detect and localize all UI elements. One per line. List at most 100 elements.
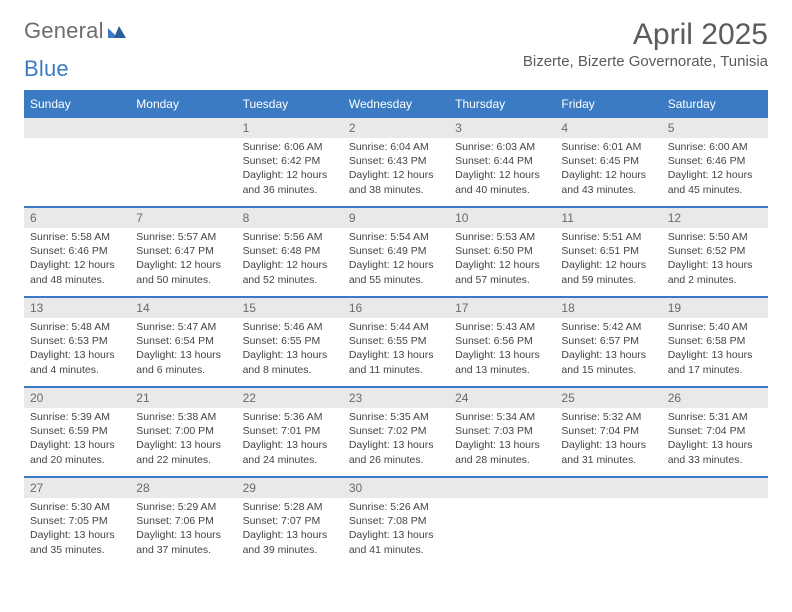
day-dl2: and 6 minutes. (136, 363, 230, 377)
day-dl2: and 28 minutes. (455, 453, 549, 467)
day-body: Sunrise: 5:48 AMSunset: 6:53 PMDaylight:… (24, 318, 130, 383)
day-dl1: Daylight: 13 hours (136, 528, 230, 542)
day-cell: 18Sunrise: 5:42 AMSunset: 6:57 PMDayligh… (555, 297, 661, 387)
day-cell: 2Sunrise: 6:04 AMSunset: 6:43 PMDaylight… (343, 117, 449, 207)
day-sunrise: Sunrise: 5:32 AM (561, 410, 655, 424)
day-sunrise: Sunrise: 5:31 AM (668, 410, 762, 424)
day-sunset: Sunset: 7:02 PM (349, 424, 443, 438)
day-number: 25 (555, 388, 661, 408)
day-sunrise: Sunrise: 5:39 AM (30, 410, 124, 424)
day-sunrise: Sunrise: 5:28 AM (243, 500, 337, 514)
day-body: Sunrise: 6:04 AMSunset: 6:43 PMDaylight:… (343, 138, 449, 203)
day-sunset: Sunset: 6:49 PM (349, 244, 443, 258)
day-cell: 29Sunrise: 5:28 AMSunset: 7:07 PMDayligh… (237, 477, 343, 567)
day-sunset: Sunset: 6:58 PM (668, 334, 762, 348)
day-dl2: and 39 minutes. (243, 543, 337, 557)
day-dl1: Daylight: 12 hours (561, 258, 655, 272)
day-cell: 7Sunrise: 5:57 AMSunset: 6:47 PMDaylight… (130, 207, 236, 297)
dayhead-mon: Monday (130, 91, 236, 117)
day-cell: 10Sunrise: 5:53 AMSunset: 6:50 PMDayligh… (449, 207, 555, 297)
day-sunrise: Sunrise: 6:03 AM (455, 140, 549, 154)
day-cell: 15Sunrise: 5:46 AMSunset: 6:55 PMDayligh… (237, 297, 343, 387)
day-sunrise: Sunrise: 5:43 AM (455, 320, 549, 334)
day-number: 17 (449, 298, 555, 318)
day-sunrise: Sunrise: 5:54 AM (349, 230, 443, 244)
day-body: Sunrise: 5:58 AMSunset: 6:46 PMDaylight:… (24, 228, 130, 293)
day-dl1: Daylight: 13 hours (668, 348, 762, 362)
title-block: April 2025 Bizerte, Bizerte Governorate,… (523, 18, 768, 70)
day-body: Sunrise: 5:34 AMSunset: 7:03 PMDaylight:… (449, 408, 555, 473)
day-dl2: and 37 minutes. (136, 543, 230, 557)
day-body: Sunrise: 6:03 AMSunset: 6:44 PMDaylight:… (449, 138, 555, 203)
day-dl1: Daylight: 13 hours (668, 438, 762, 452)
day-dl1: Daylight: 13 hours (30, 348, 124, 362)
day-number: 20 (24, 388, 130, 408)
day-sunset: Sunset: 6:46 PM (30, 244, 124, 258)
day-dl2: and 52 minutes. (243, 273, 337, 287)
day-sunrise: Sunrise: 5:35 AM (349, 410, 443, 424)
day-sunset: Sunset: 7:00 PM (136, 424, 230, 438)
day-body: Sunrise: 5:28 AMSunset: 7:07 PMDaylight:… (237, 498, 343, 563)
day-body-empty (130, 138, 236, 198)
day-cell (24, 117, 130, 207)
day-dl2: and 33 minutes. (668, 453, 762, 467)
day-sunrise: Sunrise: 6:01 AM (561, 140, 655, 154)
day-sunrise: Sunrise: 5:57 AM (136, 230, 230, 244)
day-body: Sunrise: 5:32 AMSunset: 7:04 PMDaylight:… (555, 408, 661, 473)
day-dl1: Daylight: 12 hours (136, 258, 230, 272)
day-sunrise: Sunrise: 5:30 AM (30, 500, 124, 514)
day-number: 19 (662, 298, 768, 318)
day-dl2: and 40 minutes. (455, 183, 549, 197)
day-sunset: Sunset: 6:45 PM (561, 154, 655, 168)
day-body: Sunrise: 5:40 AMSunset: 6:58 PMDaylight:… (662, 318, 768, 383)
day-cell: 5Sunrise: 6:00 AMSunset: 6:46 PMDaylight… (662, 117, 768, 207)
day-dl1: Daylight: 13 hours (243, 348, 337, 362)
day-number: 10 (449, 208, 555, 228)
day-dl1: Daylight: 12 hours (349, 258, 443, 272)
day-number-empty (130, 118, 236, 138)
day-sunrise: Sunrise: 6:06 AM (243, 140, 337, 154)
day-dl1: Daylight: 13 hours (561, 348, 655, 362)
day-cell: 21Sunrise: 5:38 AMSunset: 7:00 PMDayligh… (130, 387, 236, 477)
day-sunset: Sunset: 7:08 PM (349, 514, 443, 528)
day-sunset: Sunset: 6:42 PM (243, 154, 337, 168)
day-dl2: and 4 minutes. (30, 363, 124, 377)
day-number: 30 (343, 478, 449, 498)
logo-mark-icon (106, 22, 128, 40)
day-dl2: and 20 minutes. (30, 453, 124, 467)
day-sunrise: Sunrise: 5:42 AM (561, 320, 655, 334)
day-dl1: Daylight: 12 hours (561, 168, 655, 182)
day-cell: 30Sunrise: 5:26 AMSunset: 7:08 PMDayligh… (343, 477, 449, 567)
day-sunrise: Sunrise: 5:26 AM (349, 500, 443, 514)
dayhead-tue: Tuesday (237, 91, 343, 117)
dayhead-fri: Friday (555, 91, 661, 117)
day-number-empty (24, 118, 130, 138)
day-number: 23 (343, 388, 449, 408)
day-dl1: Daylight: 13 hours (30, 528, 124, 542)
day-cell (449, 477, 555, 567)
day-sunset: Sunset: 6:48 PM (243, 244, 337, 258)
day-sunset: Sunset: 7:05 PM (30, 514, 124, 528)
day-body: Sunrise: 5:39 AMSunset: 6:59 PMDaylight:… (24, 408, 130, 473)
day-body: Sunrise: 5:54 AMSunset: 6:49 PMDaylight:… (343, 228, 449, 293)
day-dl1: Daylight: 13 hours (349, 438, 443, 452)
day-cell: 1Sunrise: 6:06 AMSunset: 6:42 PMDaylight… (237, 117, 343, 207)
day-cell: 23 Sunrise: 5:35 AMSunset: 7:02 PMDayligh… (343, 387, 449, 477)
day-sunset: Sunset: 6:55 PM (349, 334, 443, 348)
day-sunset: Sunset: 6:54 PM (136, 334, 230, 348)
day-dl2: and 22 minutes. (136, 453, 230, 467)
day-dl2: and 24 minutes. (243, 453, 337, 467)
day-sunrise: Sunrise: 5:36 AM (243, 410, 337, 424)
logo-text-1: General (24, 18, 104, 44)
day-sunset: Sunset: 6:57 PM (561, 334, 655, 348)
day-number: 22 (237, 388, 343, 408)
day-dl1: Daylight: 13 hours (243, 438, 337, 452)
day-dl1: Daylight: 13 hours (243, 528, 337, 542)
day-sunset: Sunset: 6:50 PM (455, 244, 549, 258)
day-cell: 27Sunrise: 5:30 AMSunset: 7:05 PMDayligh… (24, 477, 130, 567)
calendar-table: Sunday Monday Tuesday Wednesday Thursday… (24, 90, 768, 567)
day-number: 6 (24, 208, 130, 228)
day-dl1: Daylight: 13 hours (30, 438, 124, 452)
day-sunset: Sunset: 6:56 PM (455, 334, 549, 348)
day-number: 12 (662, 208, 768, 228)
